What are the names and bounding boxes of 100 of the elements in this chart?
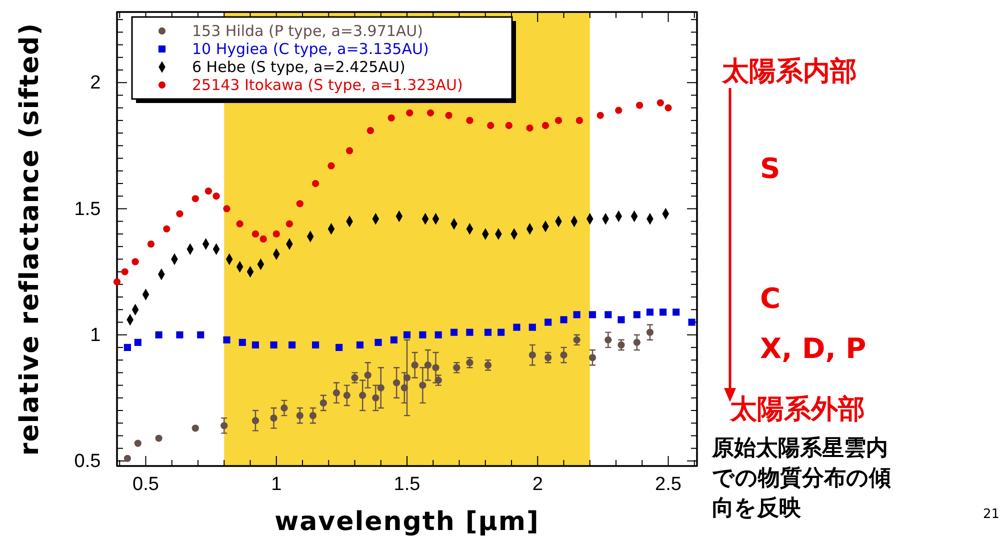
point [445, 112, 452, 119]
point [573, 336, 580, 344]
point [636, 102, 644, 109]
text: 太陽系内部 [721, 56, 857, 87]
point [124, 454, 132, 462]
text: C [760, 282, 781, 315]
point [364, 372, 372, 379]
point [374, 338, 382, 346]
point [528, 324, 536, 331]
point [660, 308, 667, 316]
point [424, 362, 432, 369]
point [328, 162, 335, 170]
point [220, 422, 228, 430]
point [434, 331, 442, 338]
point [288, 341, 296, 348]
y-tick-label: 1 [90, 324, 101, 346]
point [646, 308, 654, 316]
legend-label: 6 Hebe (S type, a=2.425AU) [192, 58, 406, 76]
y-axis-title: relative reflactance (sifted) [15, 22, 45, 456]
x-tick-label: 1 [271, 474, 282, 495]
point [155, 434, 162, 442]
point [270, 341, 278, 348]
point [296, 412, 304, 420]
legend-label: 10 Hygiea (C type, a=3.135AU) [192, 40, 429, 58]
point [372, 394, 380, 402]
point [513, 324, 520, 331]
point [260, 235, 267, 243]
text: 原始太陽系星雲内での物質分布の傾向を反映 [711, 436, 891, 521]
point [223, 205, 230, 212]
point [426, 109, 434, 116]
point [560, 351, 568, 359]
point [155, 331, 162, 338]
point [560, 316, 568, 324]
y-tick-label: 1.5 [74, 198, 101, 220]
point [466, 359, 474, 366]
point [573, 311, 580, 318]
text: X, D, P [760, 332, 866, 365]
point [656, 99, 664, 106]
point [390, 336, 398, 344]
x-tick-label: 2.5 [655, 474, 682, 495]
point [280, 404, 288, 412]
point [505, 122, 512, 130]
point [252, 341, 260, 348]
point [366, 126, 374, 134]
point [596, 112, 604, 119]
point [466, 116, 474, 124]
point [121, 268, 128, 276]
point [272, 230, 280, 238]
point [453, 364, 460, 372]
point [588, 311, 596, 318]
point [147, 240, 155, 248]
point [346, 147, 354, 154]
point [270, 414, 278, 422]
point [223, 336, 230, 344]
point [411, 362, 418, 369]
point [554, 116, 562, 124]
point [646, 328, 654, 336]
point [498, 328, 505, 336]
point [432, 364, 440, 372]
x-tick-label: 1.5 [394, 474, 420, 495]
point [618, 341, 625, 348]
x-tick-label: 0.5 [132, 474, 159, 495]
point [403, 331, 411, 338]
point [359, 392, 366, 399]
point [484, 328, 492, 336]
x-tick-label: 2 [532, 474, 543, 495]
text: 太陽系外部 [729, 394, 865, 425]
point [403, 374, 411, 382]
point [400, 384, 408, 392]
text: 21 [983, 507, 1000, 522]
point [633, 338, 640, 346]
point [419, 331, 426, 338]
point [466, 328, 474, 336]
point [163, 225, 170, 232]
point [604, 336, 612, 344]
y-tick-label: 2 [90, 72, 101, 94]
point [286, 220, 293, 228]
point [343, 392, 350, 399]
point [487, 122, 494, 130]
point [192, 195, 199, 202]
point [252, 230, 260, 238]
text: S [760, 152, 780, 185]
point [672, 308, 680, 316]
point [192, 424, 199, 432]
legend-label: 153 Hilda (P type, a=3.971AU) [192, 22, 423, 40]
x-axis-title: wavelength [µm] [274, 507, 540, 537]
point [252, 417, 260, 424]
point [204, 188, 212, 195]
point [664, 104, 672, 112]
point [688, 318, 696, 326]
y-tick-label: 0.5 [74, 451, 101, 472]
point [633, 311, 640, 318]
point [576, 116, 583, 124]
point [419, 382, 426, 389]
point [312, 180, 320, 188]
point [176, 331, 184, 338]
point [113, 278, 121, 286]
point [450, 328, 458, 336]
legend-label: 25143 Itokawa (S type, a=1.323AU) [192, 76, 463, 94]
point [332, 389, 340, 396]
